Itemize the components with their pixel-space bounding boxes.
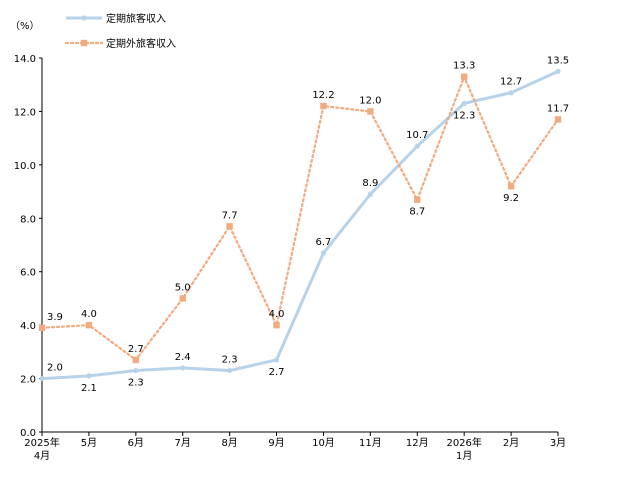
legend-item: 定期外旅客収入 xyxy=(64,37,176,50)
data-label: 4.0 xyxy=(269,309,285,320)
x-tick-label: 5月 xyxy=(81,437,97,449)
data-label: 2.7 xyxy=(128,344,144,355)
legend-item: 定期旅客収入 xyxy=(66,12,166,25)
x-tick-label: 7月 xyxy=(175,437,191,449)
y-tick-label: 4.0 xyxy=(20,321,36,332)
data-label: 2.0 xyxy=(47,363,63,374)
x-tick-label: 3月 xyxy=(550,437,566,449)
data-point xyxy=(85,321,93,329)
data-point xyxy=(320,102,327,110)
series-teiki: 2.0 2.1 2.3 2.4 2.3 2.7 6.7 8.9 10.7 12.3 12.7 13.5 xyxy=(39,55,569,394)
y-tick-label: 12.0 xyxy=(14,107,36,118)
x-tick-label: 12月 xyxy=(406,437,429,449)
x-tick-label: 2025年 xyxy=(24,436,59,449)
data-point xyxy=(367,191,373,197)
series-line xyxy=(41,69,559,381)
data-label: 2.3 xyxy=(222,355,238,366)
data-label: 13.5 xyxy=(547,55,569,66)
series-line xyxy=(40,73,560,362)
data-label: 8.7 xyxy=(409,207,425,218)
data-label: 12.0 xyxy=(359,95,381,106)
data-label: 12.7 xyxy=(500,77,522,88)
data-point xyxy=(133,367,139,374)
series-teikigai: 3.9 4.0 2.7 5.0 7.7 4.0 12.2 12.0 8.7 13.3 9.2 11.7 xyxy=(38,61,569,364)
x-tick-label: 4月 xyxy=(34,450,50,462)
legend-marker xyxy=(81,15,87,21)
data-label: 12.3 xyxy=(453,110,475,121)
data-label: 2.7 xyxy=(269,367,285,378)
data-point xyxy=(39,375,45,382)
data-label: 9.2 xyxy=(503,193,519,204)
data-point xyxy=(320,250,327,256)
data-point xyxy=(179,295,186,302)
y-tick-label: 0.0 xyxy=(20,428,36,439)
legend-label: 定期外旅客収入 xyxy=(106,37,176,50)
data-point xyxy=(555,68,561,74)
data-point xyxy=(273,357,280,363)
data-label: 7.7 xyxy=(222,210,238,221)
data-point xyxy=(367,108,374,115)
x-tick-label: 2026年 xyxy=(446,436,481,449)
y-axis-unit-label: （%） xyxy=(10,20,40,32)
data-point xyxy=(460,73,468,80)
y-tick-label: 10.0 xyxy=(14,161,36,172)
x-tick-label: 9月 xyxy=(268,437,284,449)
data-point xyxy=(414,196,421,203)
x-tick-label: 8月 xyxy=(221,437,237,449)
data-label: 4.0 xyxy=(81,309,97,320)
data-point xyxy=(507,183,515,190)
data-label: 13.3 xyxy=(453,61,475,72)
data-point xyxy=(273,321,280,329)
y-tick-label: 2.0 xyxy=(20,375,36,386)
data-label: 2.1 xyxy=(81,383,97,394)
data-point xyxy=(226,223,233,230)
data-point xyxy=(508,90,514,96)
x-tick-label: 2月 xyxy=(503,437,519,449)
data-label: 10.7 xyxy=(406,130,428,141)
y-tick-label: 8.0 xyxy=(20,214,36,225)
data-label: 5.0 xyxy=(175,282,191,293)
legend-marker xyxy=(80,39,88,47)
data-point xyxy=(554,116,562,123)
series-layer: 2.0 2.1 2.3 2.4 2.3 2.7 6.7 8.9 10.7 12.3 12.7 13.5… xyxy=(38,55,569,394)
data-label: 6.7 xyxy=(316,237,332,248)
data-point xyxy=(461,100,467,107)
y-tick-label: 14.0 xyxy=(14,54,36,65)
y-tick-label: 6.0 xyxy=(20,268,36,279)
data-point xyxy=(414,143,420,149)
x-tick-label: 11月 xyxy=(359,437,382,449)
data-label: 8.9 xyxy=(362,178,378,189)
data-label: 3.9 xyxy=(47,312,63,323)
x-tick-label: 10月 xyxy=(312,437,335,449)
legend-label: 定期旅客収入 xyxy=(106,12,166,25)
data-label: 12.2 xyxy=(312,90,334,101)
data-point xyxy=(180,365,186,371)
x-tick-label: 1月 xyxy=(456,450,472,462)
data-point xyxy=(86,373,92,379)
x-tick-label: 6月 xyxy=(128,437,144,449)
data-point xyxy=(132,356,140,364)
data-label: 11.7 xyxy=(547,103,569,114)
data-point xyxy=(38,324,46,332)
data-point xyxy=(227,367,233,374)
data-label: 2.3 xyxy=(128,378,144,389)
data-label: 2.4 xyxy=(175,352,191,363)
